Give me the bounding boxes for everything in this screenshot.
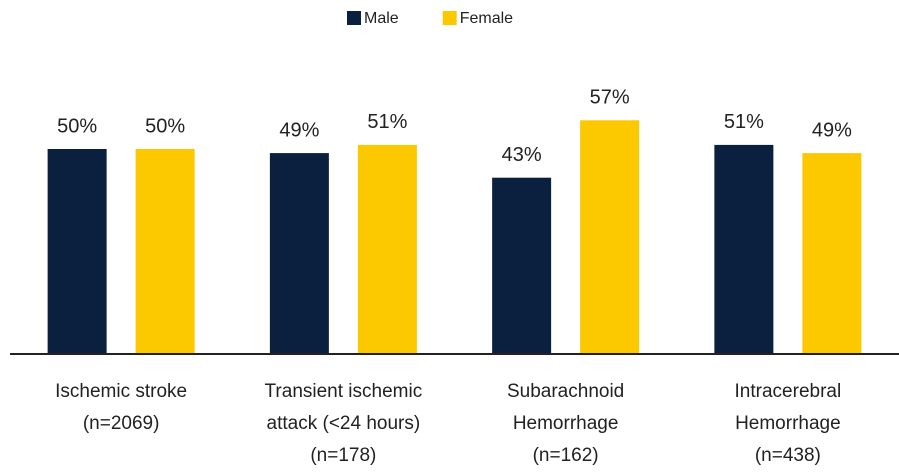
legend-label: Male [364,10,399,27]
bar [580,120,640,354]
legend-swatch [347,11,361,25]
bar [47,149,107,354]
value-label: 49% [812,119,852,141]
value-label: 51% [367,111,407,133]
value-label: 50% [145,115,185,137]
bar [492,177,552,354]
legend-swatch [442,11,457,25]
x-tick-label: Subarachnoid Hemorrhage (n=162) [506,381,625,466]
bar [135,149,195,354]
value-label: 50% [57,115,97,137]
value-label: 49% [279,119,319,141]
bar [357,144,417,354]
x-tick-label: Transient ischemic attack (<24 hours) (n… [264,381,423,466]
value-label: 57% [590,87,630,109]
x-tick-label: Ischemic stroke (n=2069) [55,381,188,434]
legend-label: Female [460,10,513,27]
value-label: 43% [502,144,542,166]
x-tick-label: Intracerebral Hemorrhage (n=438) [734,381,842,466]
bar [269,153,329,354]
bar [714,144,774,354]
value-label: 51% [724,111,764,133]
bar [802,153,862,354]
